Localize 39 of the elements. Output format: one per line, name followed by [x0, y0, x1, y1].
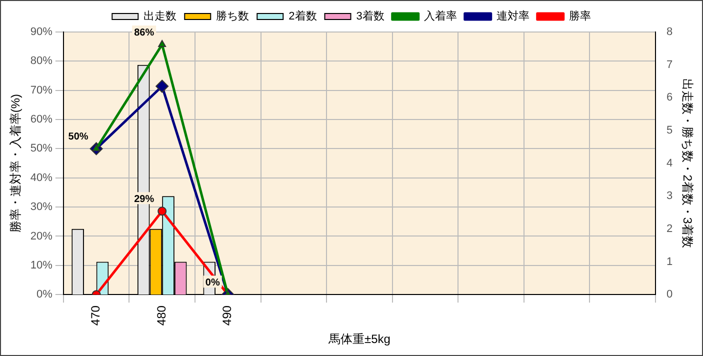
y2-tick-label: 3: [666, 190, 673, 202]
y-tick-label: 30%: [30, 201, 53, 214]
y-axis-title: 勝率・連対率・入着率(%): [8, 94, 23, 233]
legend-label: 勝率: [568, 10, 591, 23]
y2-tick-label: 7: [666, 58, 673, 71]
legend-label: 入着率: [424, 10, 457, 23]
legend-label: 連対率: [496, 10, 530, 23]
y2-tick-label: 2: [666, 222, 673, 235]
x-tick-label: 490: [220, 305, 234, 326]
legend-label: 出走数: [144, 10, 177, 23]
data-label: 29%: [134, 194, 154, 205]
y-tick-label: 80%: [30, 55, 53, 68]
x-tick-label: 470: [88, 305, 103, 326]
point: [158, 206, 167, 216]
y2-tick-label: 6: [666, 92, 673, 104]
y-tick-label: 90%: [30, 26, 53, 38]
point: [156, 80, 169, 93]
y2-tick-label: 0: [666, 288, 673, 301]
legend-label: 3着数: [356, 10, 384, 23]
data-label: 50%: [68, 131, 88, 142]
y2-axis-title: 出走数・勝ち数・2着数・3着数: [680, 78, 694, 248]
x-axis-title: 馬体重±5kg: [327, 332, 390, 346]
legend-label: 2着数: [288, 10, 317, 23]
y-tick-label: 70%: [30, 84, 53, 96]
y2-tick-label: 5: [666, 124, 673, 136]
y2-tick-label: 1: [666, 256, 673, 268]
point: [158, 40, 166, 48]
data-label: 86%: [134, 27, 154, 38]
data-label: 0%: [205, 277, 220, 288]
y-tick-label: 0%: [36, 288, 53, 301]
y-tick-label: 10%: [30, 259, 53, 272]
y2-tick-label: 4: [666, 157, 673, 170]
y2-tick-label: 8: [666, 26, 673, 38]
y-tick-label: 20%: [30, 230, 53, 242]
y-tick-label: 50%: [30, 142, 53, 155]
y-tick-label: 60%: [30, 114, 53, 126]
x-tick-label: 480: [154, 305, 168, 326]
legend-label: 勝ち数: [216, 10, 250, 23]
y-tick-label: 40%: [30, 172, 53, 184]
